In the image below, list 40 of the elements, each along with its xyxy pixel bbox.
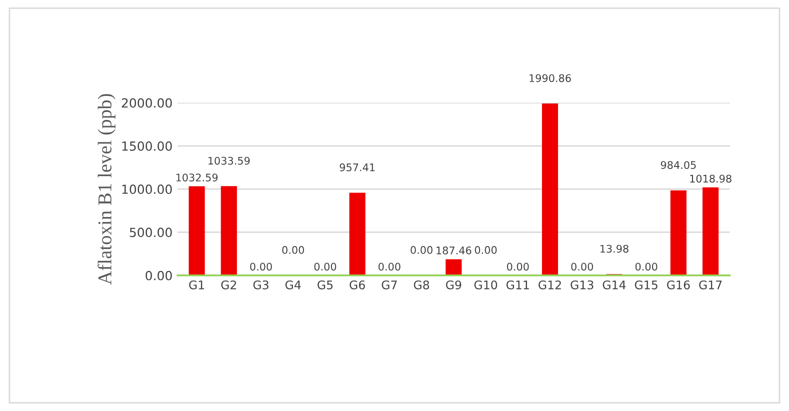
x-tick-label: G4: [285, 280, 301, 290]
x-tick-label: G13: [570, 280, 594, 290]
data-label: 0.00: [250, 262, 272, 271]
x-tick-label: G11: [506, 280, 529, 290]
data-label: 0.00: [314, 262, 336, 271]
data-label: 0.00: [571, 262, 594, 271]
data-label: 0.00: [635, 262, 658, 271]
data-label: 1018.98: [690, 174, 732, 183]
x-tick-label: G14: [602, 280, 626, 290]
data-label: 13.98: [600, 244, 628, 253]
x-tick-label: G12: [538, 280, 561, 290]
data-label: 984.05: [660, 161, 696, 169]
x-tick-label: G8: [414, 280, 430, 290]
data-label: 0.00: [378, 262, 400, 271]
x-tick-label: G10: [474, 280, 498, 290]
x-tick-label: G9: [446, 280, 462, 290]
x-tick-label: G6: [350, 280, 365, 290]
x-tick-label: G2: [221, 280, 236, 290]
data-label: 0.00: [506, 262, 529, 271]
y-tick-label: 2000.00: [122, 98, 172, 108]
x-tick-label: G15: [634, 280, 658, 290]
y-tick-label: 1000.00: [122, 184, 172, 194]
data-label: 1990.86: [530, 74, 571, 82]
data-label: 0.00: [410, 246, 432, 254]
y-axis-title: Aflatoxin B1 level (ppb): [98, 94, 116, 285]
x-tick-label: G7: [382, 280, 397, 290]
x-tick-label: G17: [699, 280, 722, 290]
data-label: 187.46: [436, 246, 472, 254]
data-label: 957.41: [340, 163, 375, 172]
data-label: 0.00: [474, 246, 497, 254]
y-tick-label: 500.00: [130, 228, 172, 238]
data-label: 1033.59: [208, 156, 250, 165]
x-tick-label: G3: [253, 280, 268, 290]
y-tick-label: 1500.00: [122, 141, 172, 151]
x-tick-label: G16: [667, 280, 690, 290]
x-tick-label: G1: [189, 280, 204, 290]
data-label: 1032.59: [176, 174, 218, 182]
data-label: 0.00: [282, 246, 304, 254]
x-tick-label: G5: [318, 280, 333, 290]
y-tick-label: 0.00: [146, 270, 172, 280]
